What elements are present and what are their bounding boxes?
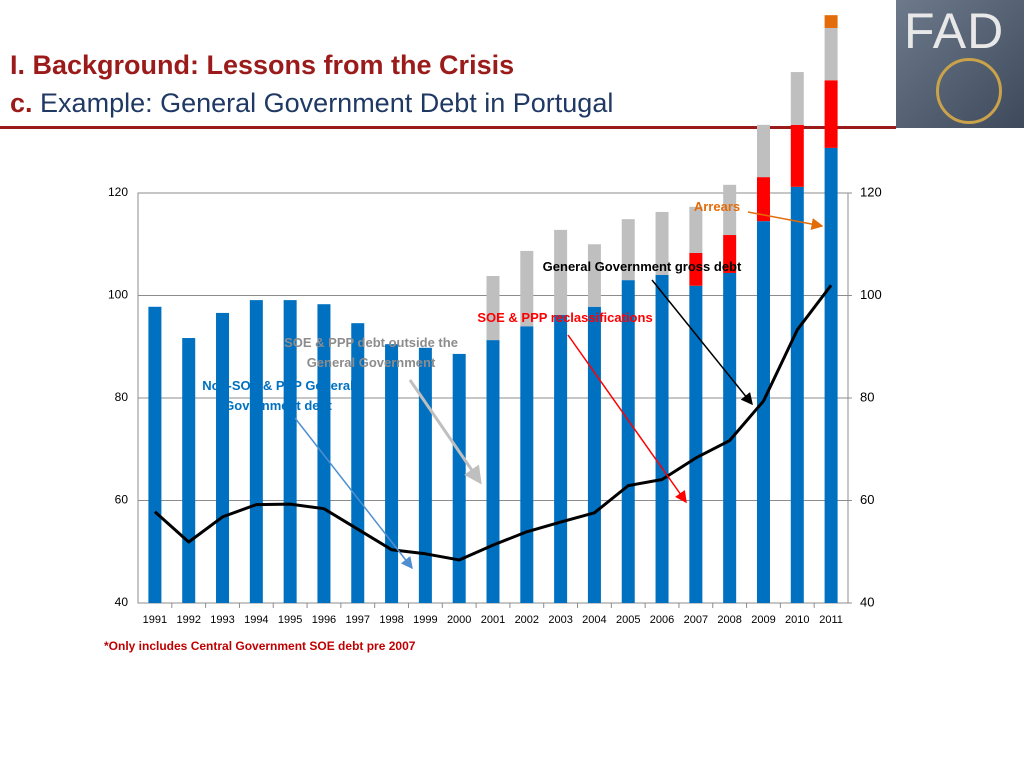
bar [689,206,703,253]
bar [655,211,669,275]
y2-tick-label: 100 [860,287,882,302]
bar [824,80,838,148]
x-tick-label: 1999 [413,614,437,626]
y-tick-label: 60 [115,493,129,507]
x-tick-label: 2004 [582,614,606,626]
x-tick-label: 1992 [176,614,200,626]
x-tick-label: 2011 [819,614,843,626]
bar [351,323,365,603]
slide-title: I. Background: Lessons from the Crisis [10,50,515,80]
logo-emblem [936,58,1002,124]
line [153,284,833,562]
y-tick-label: 40 [115,595,129,609]
bar [723,272,737,603]
bar [554,229,568,315]
annotation: Arrears [693,199,741,214]
subtitle-prefix: c. [10,88,33,118]
bar [790,186,804,603]
x-tick-label: 1993 [210,614,234,626]
bar [216,312,230,603]
x-tick-label: 1996 [312,614,336,626]
x-tick-label: 1998 [379,614,403,626]
annotation: Non-SOE & PPP General Government debt [202,378,354,413]
arrow [408,379,482,485]
bar [689,285,703,603]
bar [520,326,534,603]
x-tick-label: 2007 [684,614,708,626]
bar [756,124,770,178]
x-tick-label: 2003 [548,614,572,626]
bar [723,235,737,273]
y2-tick-label: 40 [860,594,874,609]
bar [756,177,770,222]
bar [655,275,669,603]
bar [790,124,804,187]
bar [418,347,432,603]
y2-tick-label: 120 [860,184,882,199]
x-tick-label: 2000 [447,614,471,626]
x-tick-label: 1997 [346,614,370,626]
bar [486,276,500,341]
bar [723,184,737,236]
bar [824,27,838,81]
x-tick-label: 2006 [650,614,674,626]
logo-text: FAD [904,3,1005,59]
x-tick-label: 2005 [616,614,640,626]
annotation: General Government gross debt [542,259,742,274]
slide-subtitle: Example: General Government Debt in Port… [40,88,614,118]
x-tick-label: 1994 [244,614,268,626]
bar [790,72,804,125]
x-tick-label: 2008 [717,614,741,626]
bar [621,219,635,281]
slide-subtitle-row: c. Example: General Government Debt in P… [10,88,613,119]
logo: FAD [896,0,1024,128]
bar [824,147,838,603]
bar [486,340,500,603]
header-rule [0,126,896,129]
bar [317,304,331,603]
x-tick-label: 2001 [481,614,505,626]
bar [283,300,297,603]
bar [385,344,399,603]
bar [554,314,568,603]
x-tick-label: 2009 [751,614,775,626]
arrow [651,279,753,406]
y-tick-label: 100 [108,288,128,302]
x-tick-label: 2010 [785,614,809,626]
x-tick-label: 1995 [278,614,302,626]
bar [249,300,263,603]
annotation: SOE & PPP debt outside the General Gover… [284,335,458,370]
bar [587,244,601,307]
bar [756,221,770,603]
bar [587,306,601,603]
y2-tick-label: 60 [860,492,874,507]
annotation: SOE & PPP reclassifications [477,310,653,325]
x-tick-label: 1991 [143,614,167,626]
arrow [294,417,413,570]
bar [621,280,635,603]
x-tick-label: 2002 [515,614,539,626]
y2-tick-label: 80 [860,389,874,404]
bar [452,353,466,603]
y-tick-label: 80 [115,390,129,404]
bar [824,15,838,28]
bar [182,338,196,603]
y-tick-label: 120 [108,185,128,199]
bar [520,250,534,327]
footnote: *Only includes Central Government SOE de… [104,639,416,653]
arrow [747,211,824,230]
arrow [567,334,687,504]
bar [148,306,162,603]
bar [689,252,703,286]
